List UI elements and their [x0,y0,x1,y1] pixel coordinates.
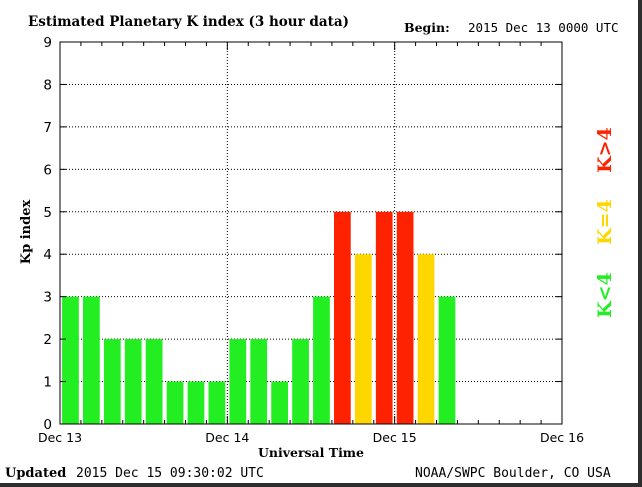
y-tick-label: 4 [43,247,52,263]
y-tick-label: 6 [43,162,52,178]
y-tick-label: 1 [43,375,52,391]
kp-bar [334,211,351,424]
legend-label: K>4 [594,127,616,173]
x-tick-label: Dec 16 [540,430,584,445]
kp-bar [354,254,372,424]
kp-bar [62,296,79,424]
kp-bar [313,296,330,424]
kp-bar [396,211,414,424]
source-credit: NOAA/SWPC Boulder, CO USA [415,466,611,481]
y-tick-label: 5 [43,205,52,221]
kp-bar [124,339,142,424]
kp-bar [208,381,226,424]
x-tick-label: Dec 14 [205,430,249,445]
kp-bar [417,254,435,424]
y-axis-ticks: 0 1 2 3 4 5 6 7 8 9 [43,35,562,433]
grid-lines [60,42,562,424]
kp-bar [187,381,205,424]
kp-bar [292,339,309,424]
kp-bar [103,339,121,424]
y-axis-label: Kp index [19,200,34,265]
kp-bar [271,381,288,424]
kp-bar [145,339,163,424]
kp-bar [375,211,393,424]
legend-label: K<4 [594,272,616,318]
y-tick-label: 3 [43,290,52,306]
begin-value: 2015 Dec 13 0000 UTC [468,20,619,35]
x-axis-ticks: Dec 13 Dec 14 Dec 15 Dec 16 [38,42,584,445]
y-tick-label: 0 [43,417,52,433]
x-tick-label: Dec 13 [38,430,82,445]
y-tick-label: 9 [43,35,52,51]
legend: K>4 K=4 K<4 [594,127,616,318]
y-tick-label: 2 [43,332,52,348]
kp-bar [250,339,268,424]
bar-series [62,211,456,424]
y-tick-label: 7 [43,120,52,136]
y-tick-label: 8 [43,77,52,93]
x-axis-label: Universal Time [258,445,364,460]
x-tick-label: Dec 15 [373,430,417,445]
chart-title: Estimated Planetary K index (3 hour data… [28,14,349,30]
legend-label: K=4 [594,199,616,245]
kp-bar [83,296,100,424]
kp-bar [166,381,184,424]
updated-value: 2015 Dec 15 09:30:02 UTC [76,466,264,481]
begin-label: Begin: [404,20,450,35]
updated-label: Updated [5,466,67,481]
kp-bar [229,339,247,424]
kp-bar [438,296,456,424]
